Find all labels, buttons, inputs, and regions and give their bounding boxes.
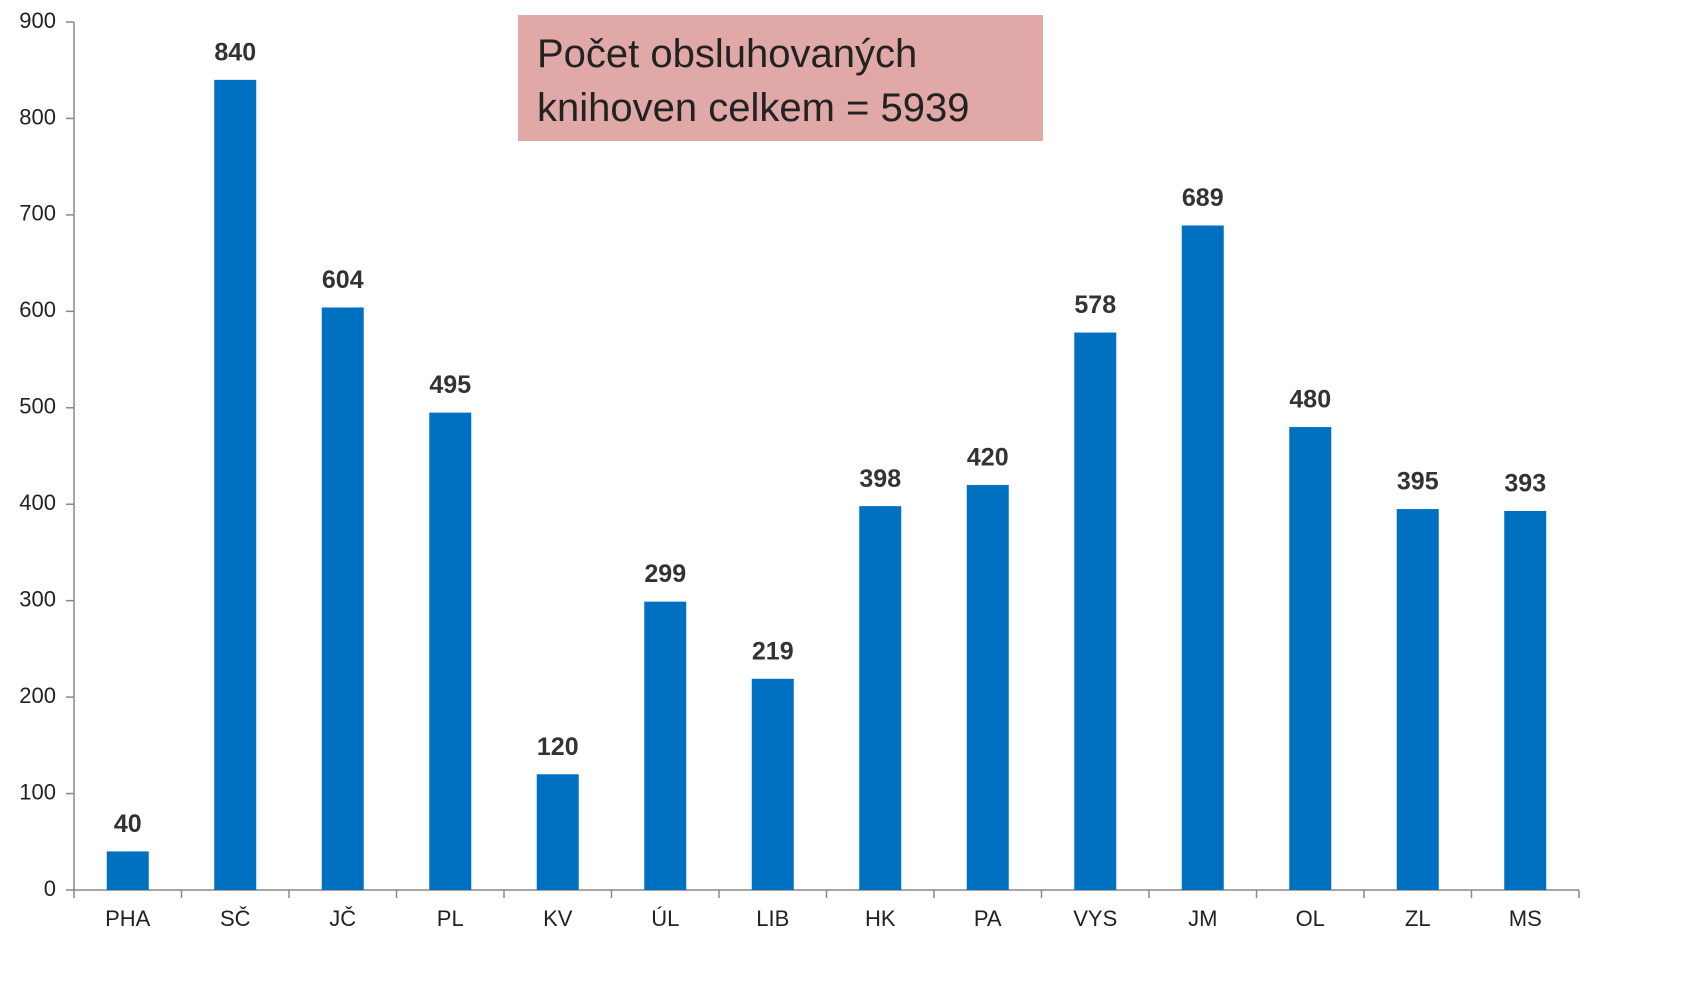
data-label: 299 bbox=[644, 560, 686, 588]
y-tick-label: 500 bbox=[19, 394, 56, 419]
data-label: 395 bbox=[1397, 468, 1439, 496]
x-tick-label: KV bbox=[543, 906, 573, 931]
data-label: 219 bbox=[752, 637, 794, 665]
annotation-box bbox=[518, 15, 1043, 141]
y-tick-label: 900 bbox=[19, 8, 56, 33]
x-tick-label: PHA bbox=[105, 906, 151, 931]
x-tick-label: ÚL bbox=[651, 906, 679, 931]
bar bbox=[1074, 332, 1117, 890]
y-tick-label: 200 bbox=[19, 683, 56, 708]
data-label: 393 bbox=[1504, 470, 1546, 498]
bar bbox=[1289, 427, 1332, 890]
bar bbox=[644, 601, 687, 890]
bar bbox=[859, 506, 902, 890]
x-tick-label: VYS bbox=[1073, 906, 1117, 931]
data-label: 420 bbox=[967, 444, 1009, 472]
data-label: 40 bbox=[114, 810, 142, 838]
bar bbox=[1181, 225, 1224, 890]
y-tick-label: 300 bbox=[19, 586, 56, 611]
data-label: 120 bbox=[537, 733, 579, 761]
bar bbox=[429, 412, 472, 890]
y-tick-label: 800 bbox=[19, 104, 56, 129]
x-tick-label: JČ bbox=[329, 906, 356, 931]
bar bbox=[106, 851, 149, 890]
y-tick-label: 0 bbox=[44, 876, 56, 901]
data-label: 689 bbox=[1182, 184, 1224, 212]
bar bbox=[1504, 510, 1547, 890]
bar bbox=[536, 774, 579, 890]
data-label: 604 bbox=[322, 266, 364, 294]
x-tick-label: OL bbox=[1296, 906, 1325, 931]
bar bbox=[1396, 509, 1439, 890]
y-tick-label: 600 bbox=[19, 297, 56, 322]
annotation: Počet obsluhovaných bbox=[537, 32, 917, 76]
y-tick-label: 100 bbox=[19, 779, 56, 804]
y-tick-label: 400 bbox=[19, 490, 56, 515]
data-label: 398 bbox=[859, 465, 901, 493]
x-tick-label: SČ bbox=[220, 906, 251, 931]
x-tick-label: JM bbox=[1188, 906, 1217, 931]
x-tick-label: MS bbox=[1509, 906, 1542, 931]
x-tick-label: LIB bbox=[756, 906, 789, 931]
data-label: 840 bbox=[214, 38, 256, 66]
data-label: 578 bbox=[1074, 291, 1116, 319]
x-tick-label: PL bbox=[437, 906, 464, 931]
y-tick-label: 700 bbox=[19, 201, 56, 226]
bar bbox=[751, 678, 794, 890]
bar bbox=[321, 307, 364, 890]
bar bbox=[966, 484, 1009, 890]
x-tick-label: ZL bbox=[1405, 906, 1431, 931]
annotation: knihoven celkem = 5939 bbox=[537, 86, 970, 130]
x-tick-label: HK bbox=[865, 906, 896, 931]
data-label: 480 bbox=[1289, 386, 1331, 414]
bar bbox=[214, 79, 257, 890]
data-label: 495 bbox=[429, 371, 471, 399]
x-tick-label: PA bbox=[974, 906, 1002, 931]
